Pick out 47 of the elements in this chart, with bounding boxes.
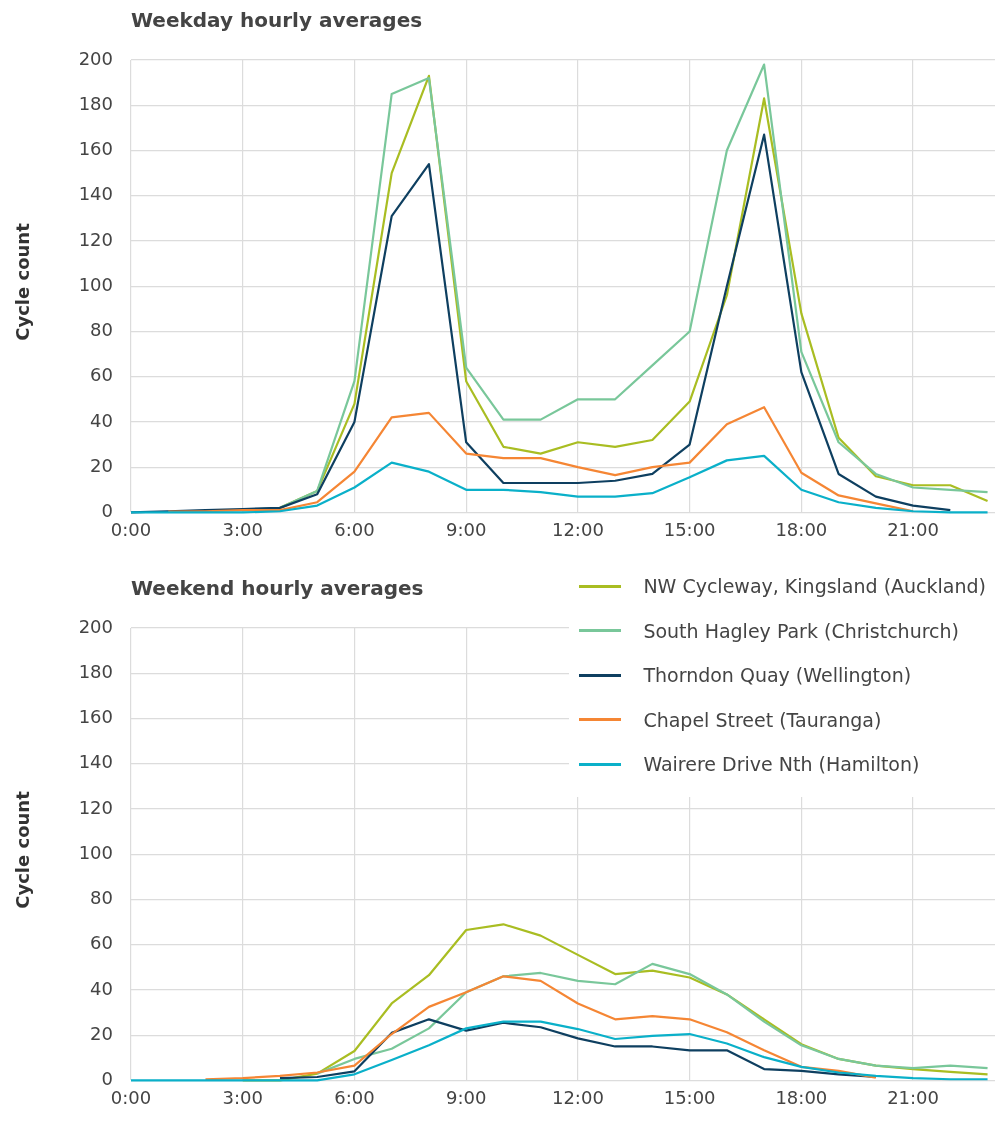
x-tick-label: 21:00 (887, 1086, 940, 1108)
y-tick-label: 160 (78, 138, 113, 160)
x-tick-label: 12:00 (551, 1086, 604, 1108)
y-tick-label: 40 (90, 409, 113, 431)
x-tick-label: 9:00 (445, 518, 487, 540)
y-tick-label: 120 (78, 796, 113, 818)
y-tick-label: 0 (101, 500, 113, 522)
y-tick-label: 60 (90, 364, 113, 386)
x-tick-label: 3:00 (222, 1086, 263, 1108)
x-tick-label: 0:00 (110, 518, 152, 540)
x-tick-label: 15:00 (663, 518, 716, 540)
legend-label: NW Cycleway, Kingsland (Auckland) (643, 575, 986, 598)
y-tick-label: 160 (78, 706, 113, 728)
y-tick-label: 80 (90, 319, 113, 341)
y-tick-label: 100 (78, 273, 113, 295)
x-tick-label: 6:00 (334, 518, 375, 540)
legend-label: Wairere Drive Nth (Hamilton) (643, 753, 920, 776)
y-tick-label: 20 (90, 1022, 113, 1044)
legend-label: South Hagley Park (Christchurch) (643, 619, 959, 642)
x-tick-label: 21:00 (887, 518, 940, 540)
y-tick-label: 200 (78, 615, 113, 637)
x-tick-label: 3:00 (222, 518, 263, 540)
x-tick-label: 18:00 (775, 1086, 828, 1108)
chart-title: Weekend hourly averages (131, 576, 424, 600)
x-tick-label: 6:00 (334, 1086, 375, 1108)
chart-title: Weekday hourly averages (131, 8, 423, 32)
y-tick-label: 140 (78, 751, 113, 773)
x-tick-label: 12:00 (551, 518, 604, 540)
y-tick-label: 140 (78, 183, 113, 205)
y-tick-label: 120 (78, 228, 113, 250)
y-tick-label: 20 (90, 454, 113, 476)
y-tick-label: 40 (90, 977, 113, 999)
y-tick-label: 80 (90, 887, 113, 909)
y-axis-title: Cycle count (11, 223, 33, 341)
y-tick-label: 200 (78, 47, 113, 69)
legend-label: Chapel Street (Tauranga) (643, 708, 882, 731)
x-tick-label: 0:00 (110, 1086, 152, 1108)
y-tick-label: 100 (78, 841, 113, 863)
y-tick-label: 60 (90, 932, 113, 954)
y-tick-label: 180 (78, 92, 113, 114)
y-tick-label: 180 (78, 660, 113, 682)
x-tick-label: 18:00 (775, 518, 828, 540)
x-tick-label: 9:00 (445, 1086, 487, 1108)
y-axis-title: Cycle count (11, 791, 33, 909)
legend-label: Thorndon Quay (Wellington) (643, 664, 912, 687)
x-tick-label: 15:00 (663, 1086, 716, 1108)
y-tick-label: 0 (101, 1068, 113, 1090)
